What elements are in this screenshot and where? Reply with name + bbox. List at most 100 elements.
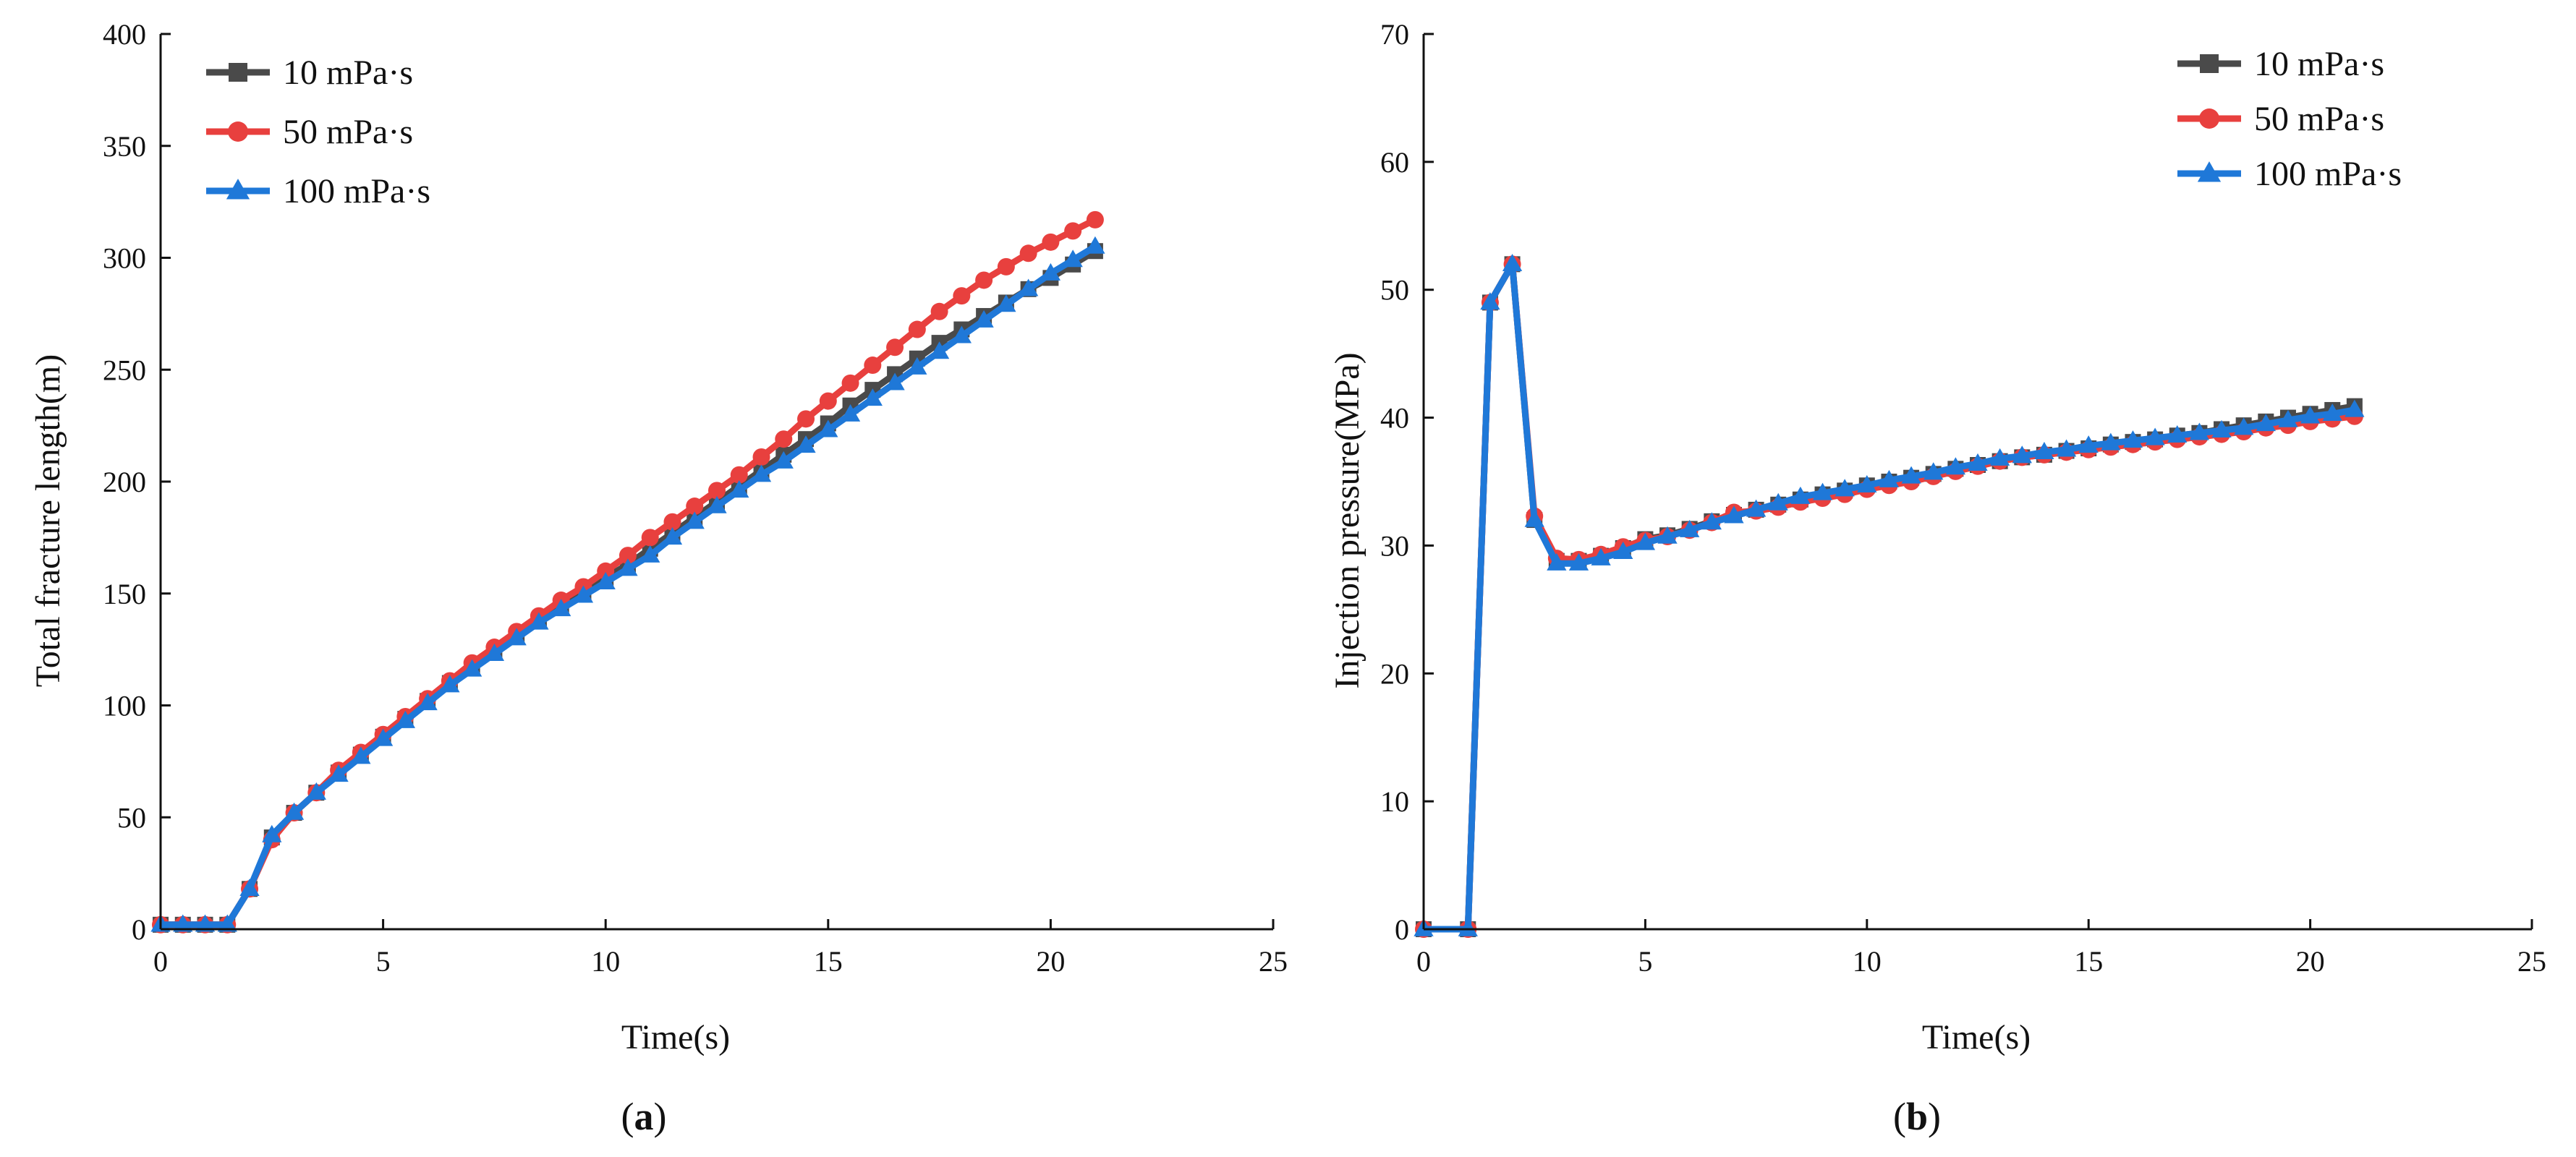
panel-a-series-2-point	[997, 257, 1015, 276]
panel-a-series-3-point	[1019, 278, 1039, 296]
panel-a-series-3-point	[796, 435, 816, 453]
panel-b-series-3-point	[1613, 541, 1633, 559]
panel-a-series-3-point	[173, 914, 193, 932]
panel-a-series-2-point	[663, 513, 681, 531]
panel-a-series-3-point	[351, 746, 371, 764]
panel-a-series-2-point	[641, 529, 659, 547]
panel-b-series-3-point	[1701, 512, 1722, 530]
panel-b-y-tick-label: 60	[1380, 146, 1409, 179]
panel-b-series-3-point	[2078, 435, 2099, 453]
panel-a-series-3-point	[239, 878, 260, 896]
panel-a-y-axis-title: Total fracture length(m)	[29, 354, 67, 687]
panel-a-series-3-point	[484, 643, 505, 662]
panel-a-series-3-point	[462, 659, 483, 677]
panel-b-series-3-point	[1547, 552, 1567, 571]
panel-b-x-tick-label: 10	[1853, 945, 1882, 978]
panel-a-series-3-point	[662, 527, 683, 545]
panel-b-series-3-point	[1591, 547, 1611, 565]
panel-b-data-marks	[1414, 254, 2365, 938]
panel-b-series-3-point	[2167, 425, 2188, 443]
panel-b-legend-item: 50 mPa·s	[2177, 100, 2384, 138]
panel-b-label-letter: b	[1906, 1095, 1928, 1138]
panel-a-series-3-point	[595, 571, 616, 589]
panel-a-legend-marker	[229, 63, 247, 82]
panel-b-label-close: )	[1928, 1095, 1941, 1138]
panel-a-series-3-point	[1085, 236, 1105, 254]
panel-b-label-open: (	[1893, 1095, 1906, 1138]
panel-a-y-ticks: 0 50 100 150 200 250 300 350 400	[103, 18, 171, 946]
panel-b-series-3-point	[1502, 254, 1523, 272]
panel-b-series-3-point	[1901, 466, 1921, 484]
panel-a-series-3-point	[640, 545, 660, 563]
panel-a-series-2-point	[686, 498, 704, 516]
panel-b-x-tick-label: 15	[2074, 945, 2103, 978]
panel-b-series-3-point	[2322, 403, 2342, 421]
panel-a-series-3-point	[440, 675, 460, 693]
panel-b-y-tick-label: 20	[1380, 657, 1409, 690]
panel-a-series-2-point	[819, 392, 837, 410]
panel-a-series-3-point	[529, 612, 549, 630]
panel-a-series-3-point	[707, 495, 727, 513]
panel-b-series-3-point	[2300, 406, 2321, 424]
panel-b-series-3-point	[1857, 474, 1877, 493]
panel-b-series-3-point	[1635, 532, 1656, 550]
panel-b-series-3-point	[1968, 453, 1988, 471]
panel-b-series-3-point	[1746, 499, 1767, 517]
panel-a-series-3-point	[417, 693, 438, 711]
panel-b-legend-marker	[2199, 108, 2219, 129]
panel-a-legend-label: 10 mPa·s	[283, 54, 413, 92]
panel-b-y-ticks: 0 10 20 30 40 50 60 70	[1380, 18, 1434, 946]
panel-a-y-tick-label: 50	[117, 801, 146, 834]
panel-b-y-tick-label: 70	[1380, 18, 1409, 51]
panel-b-series-3-point	[1879, 469, 1900, 487]
panel-a-y-tick-label: 200	[103, 466, 146, 498]
panel-b-x-tick-label: 0	[1416, 945, 1431, 978]
panel-a-y-tick-label: 300	[103, 242, 146, 275]
panel-b-legend-item: 100 mPa·s	[2177, 155, 2402, 193]
panel-b-legend-marker	[2197, 161, 2222, 182]
panel-a-series-3-point	[773, 451, 794, 469]
panel-a-x-tick-label: 25	[1259, 945, 1288, 978]
panel-b-series-3-point	[1458, 918, 1478, 936]
panel-b-series-3-point	[2145, 427, 2165, 445]
panel-b-series-3-point	[2189, 422, 2210, 440]
panel-a-x-tick-label: 20	[1036, 945, 1065, 978]
panel-a-series-3-point	[1063, 249, 1083, 268]
panel-a-series-3-point	[818, 419, 838, 437]
panel-a-legend-label: 100 mPa·s	[283, 172, 430, 210]
panel-a-x-tick-label: 0	[153, 945, 168, 978]
panel-b-series-3-point	[1790, 486, 1811, 504]
panel-a-series-2-point	[975, 271, 993, 289]
panel-a-y-tick-label: 350	[103, 130, 146, 163]
panel-b-series-3-point	[1835, 479, 1855, 497]
panel-b-series-3-point	[2256, 414, 2276, 432]
panel-a-y-tick-label: 150	[103, 578, 146, 610]
panel-a-series-2-point	[708, 482, 726, 500]
panel-b-x-tick-label: 25	[2517, 945, 2546, 978]
panel-b-legend-label: 100 mPa·s	[2254, 155, 2402, 193]
panel-a-series-2-point	[775, 430, 793, 448]
panel-a-series-3-point	[729, 480, 749, 498]
panel-a: 0 5 10 15 20 25 0 50 100 150 200 250 300 350 400 Time…	[29, 18, 1288, 1138]
panel-a-series-2-point	[797, 410, 815, 428]
panel-b-series-3-point	[1568, 552, 1589, 571]
panel-a-legend-marker	[226, 179, 250, 200]
panel-a-series-2-point	[752, 448, 770, 466]
panel-b-y-tick-label: 0	[1395, 913, 1409, 946]
panel-a-series-2-point	[864, 357, 882, 375]
panel-a-series-2-point	[930, 302, 948, 320]
panel-b-x-tick-label: 20	[2296, 945, 2325, 978]
panel-b-axes	[1422, 34, 2532, 931]
panel-a-series-2-point	[1064, 222, 1082, 240]
panel-a-series-3-point	[907, 357, 927, 375]
panel-b-x-ticks: 0 5 10 15 20 25	[1416, 919, 2546, 978]
panel-a-series-2-point	[597, 562, 615, 580]
panel-b-series-3-point	[1724, 505, 1744, 524]
panel-a-series-2-point	[730, 466, 748, 484]
panel-b-legend: 10 mPa·s 50 mPa·s 100 mPa·s	[2177, 45, 2402, 193]
panel-a-series-3-point	[996, 294, 1016, 312]
panel-a-series-2-point	[953, 287, 971, 305]
panel-a-series-3-point	[217, 914, 237, 932]
